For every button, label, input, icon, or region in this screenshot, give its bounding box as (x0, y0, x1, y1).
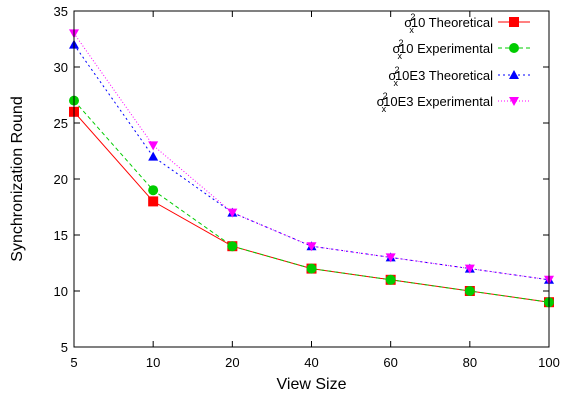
legend-marker (509, 43, 519, 53)
data-point (464, 286, 475, 296)
legend-series-name: 10E3 Experimental (383, 94, 493, 109)
data-point (148, 141, 159, 151)
x-tick-label: 10 (146, 355, 160, 370)
data-point (385, 274, 396, 285)
data-point (306, 242, 317, 252)
data-point (306, 263, 317, 274)
legend-label: σ2 x10E3 Experimental (377, 91, 493, 114)
x-tick-label: 80 (463, 355, 477, 370)
legend-subscript: x (382, 104, 387, 114)
x-tick-labels: 5 10 20 40 60 80 100 (70, 355, 559, 370)
y-tick-label: 5 (61, 340, 68, 355)
plot-frame (73, 10, 550, 348)
legend-superscript: 2 (399, 38, 404, 48)
y-tick-label: 35 (54, 4, 68, 19)
legend-subscript: x (393, 78, 398, 88)
data-point (227, 208, 238, 218)
y-tick-labels: 5 10 15 20 25 30 35 (54, 4, 68, 355)
x-tick-label: 20 (225, 355, 239, 370)
legend-label: σ2 x10 Experimental (393, 38, 494, 61)
legend-entry: σ2 x10 Experimental (393, 38, 530, 61)
legend-subscript: x (409, 25, 414, 35)
y-tick-label: 25 (54, 116, 68, 131)
legend-marker (509, 17, 519, 27)
legend-entry: σ2 x10 Theoretical (404, 12, 530, 35)
legend-sigma: σ (393, 41, 401, 56)
x-tick-label: 60 (383, 355, 397, 370)
legend-subscript: x (398, 51, 403, 61)
data-point (385, 253, 396, 263)
legend-marker (509, 97, 519, 106)
legend-sigma: σ (377, 94, 385, 109)
legend-superscript: 2 (394, 65, 399, 75)
data-point (148, 185, 159, 196)
x-axis-title: View Size (277, 376, 347, 393)
x-tick-label: 5 (70, 355, 77, 370)
legend-series-name: 10E3 Theoretical (395, 68, 493, 83)
y-tick-label: 15 (54, 228, 68, 243)
legend-label: σ2 x10 Theoretical (404, 12, 493, 35)
legend-superscript: 2 (410, 12, 415, 22)
legend-entry: σ2 x10E3 Experimental (377, 91, 530, 114)
y-tick-label: 10 (54, 284, 68, 299)
y-tick-label: 30 (54, 60, 68, 75)
legend-sigma: σ (388, 68, 396, 83)
y-tick-label: 20 (54, 172, 68, 187)
data-point (464, 264, 475, 274)
data-point (148, 151, 159, 161)
legend-series-name: 10 Experimental (399, 41, 493, 56)
x-tick-label: 40 (304, 355, 318, 370)
y-axis-title: Synchronization Round (9, 96, 26, 261)
x-tick-label: 100 (538, 355, 560, 370)
legend-series-name: 10 Theoretical (411, 15, 493, 30)
legend-label: σ2 x10E3 Theoretical (388, 65, 493, 88)
legend-marker (509, 70, 519, 79)
data-point (227, 241, 238, 252)
legend-superscript: 2 (383, 91, 388, 101)
data-point (148, 196, 159, 207)
legend-entry: σ2 x10E3 Theoretical (388, 65, 530, 88)
legend-sigma: σ (404, 15, 412, 30)
